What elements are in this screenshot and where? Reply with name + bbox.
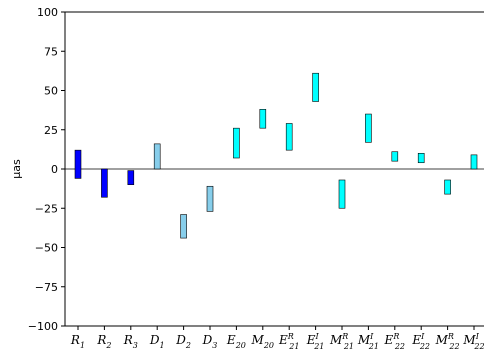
y-tick-label-5: 25 — [44, 124, 58, 137]
bar-8 — [285, 123, 293, 151]
x-tick-label-10: MR 21 — [329, 332, 354, 351]
bar-2 — [127, 170, 135, 186]
x-tick-label-12: ER 22 — [384, 332, 405, 351]
bar-6 — [233, 127, 240, 159]
y-tick-label-7: 75 — [44, 45, 58, 58]
y-tick-label-4: 0 — [51, 163, 58, 176]
bar-13 — [417, 153, 425, 164]
x-tick-label-2: R3 — [123, 333, 138, 350]
x-tick-label-4: D2 — [175, 333, 191, 350]
y-tick-label-1: −75 — [35, 281, 58, 294]
x-tick-label-9: EI 21 — [306, 332, 325, 351]
bar-0 — [74, 149, 82, 179]
bar-7 — [259, 109, 267, 129]
x-tick-label-6: E20 — [226, 333, 246, 350]
x-tick-label-7: M20 — [251, 333, 274, 350]
x-tick-label-3: D1 — [149, 333, 165, 350]
bar-5 — [206, 185, 214, 212]
y-tick-label-0: −100 — [28, 320, 58, 333]
y-tick-label-8: 100 — [37, 6, 58, 19]
x-tick-label-15: MI 22 — [462, 332, 484, 351]
x-tick-label-5: D3 — [202, 333, 218, 350]
y-tick-label-2: −50 — [35, 242, 58, 255]
x-tick-label-8: ER 21 — [278, 332, 299, 351]
bar-3 — [153, 143, 161, 170]
x-tick-label-1: R2 — [96, 333, 111, 350]
bar-14 — [444, 179, 451, 195]
bar-9 — [312, 72, 319, 102]
bar-11 — [365, 113, 372, 143]
x-tick-label-14: MR 22 — [435, 332, 460, 351]
x-tick-label-0: R1 — [70, 333, 85, 350]
bar-15 — [470, 154, 478, 170]
y-tick-label-6: 50 — [44, 85, 58, 98]
y-axis-label: μas — [10, 159, 23, 179]
x-tick-label-13: EI 22 — [411, 332, 430, 351]
bar-12 — [391, 151, 399, 162]
y-tick-label-3: −25 — [35, 202, 58, 215]
x-tick-label-11: MI 21 — [357, 332, 379, 351]
bar-4 — [180, 214, 187, 239]
bar-10 — [338, 179, 346, 209]
bar-1 — [101, 168, 108, 198]
